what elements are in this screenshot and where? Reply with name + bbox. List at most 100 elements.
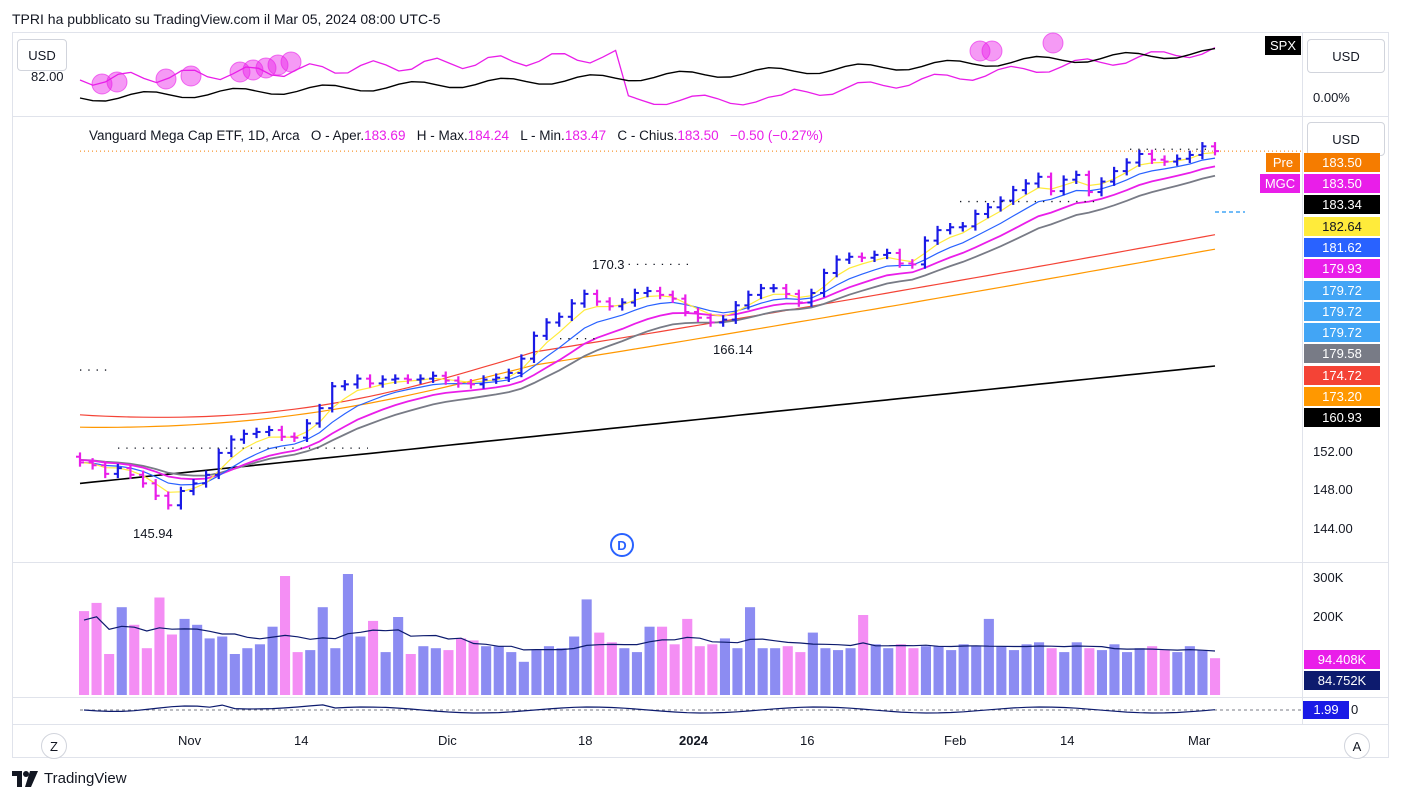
volume-bar (745, 607, 756, 695)
price-bar (151, 479, 160, 501)
volume-bar (996, 646, 1007, 695)
price-bar (832, 255, 841, 278)
price-bar (1147, 149, 1156, 164)
volume-bar (292, 652, 303, 695)
volume-bar (833, 650, 844, 695)
volume-bar (518, 661, 529, 695)
price-bar (1135, 149, 1144, 167)
volume-bar (807, 632, 818, 695)
signal-circle (242, 59, 264, 81)
price-bar (857, 252, 866, 263)
volume-bar (1071, 642, 1082, 695)
top-right-currency-button[interactable]: USD (1307, 39, 1385, 73)
pre-tag: Pre (1266, 153, 1300, 172)
price-bar (290, 432, 299, 442)
volume-bar (317, 607, 328, 695)
volume-bar (330, 648, 341, 695)
price-bar (277, 425, 286, 442)
volume-bar (418, 646, 429, 695)
price-bar (920, 236, 929, 269)
volume-bar (644, 626, 655, 695)
comparison-line-pct (79, 47, 1216, 106)
volume-bar (1197, 650, 1208, 695)
price-bar (706, 313, 715, 327)
signal-circle (1042, 32, 1064, 54)
symbol-legend: Vanguard Mega Cap ETF, 1D, Arca O - Aper… (89, 128, 823, 143)
price-bar (403, 374, 412, 384)
volume-bar (192, 624, 203, 695)
volume-bar (1122, 652, 1133, 695)
price-bar (176, 486, 185, 510)
price-label-lightblue: 179.72 (1304, 323, 1380, 342)
price-bar (908, 259, 917, 269)
ma-line-short-3 (79, 152, 1216, 493)
volume-bar (946, 650, 957, 695)
volume-bar (1008, 650, 1019, 695)
tradingview-logo[interactable]: TradingView (12, 770, 127, 787)
signal-circle (229, 61, 251, 83)
top-currency-button[interactable]: USD (17, 39, 67, 71)
price-bar (126, 463, 135, 480)
auto-scale-button[interactable]: A (1344, 733, 1370, 759)
volume-bar (631, 652, 642, 695)
zoom-button[interactable]: Z (41, 733, 67, 759)
volume-bar (732, 648, 743, 695)
price-bar (517, 354, 526, 378)
price-bar (454, 376, 463, 388)
volume-bar (393, 617, 404, 695)
price-bar (567, 299, 576, 322)
signal-circle (155, 68, 177, 90)
price-bar (101, 460, 110, 479)
price-bar (593, 289, 602, 306)
price-label-pre: 183.50 (1304, 153, 1380, 172)
volume-bar (217, 636, 228, 695)
volume-bar (958, 644, 969, 695)
volume-ma-line (83, 616, 1216, 652)
volume-bar (858, 615, 869, 695)
volume-bar (154, 597, 165, 695)
comparison-line-spx (79, 47, 1216, 102)
price-label-red: 174.72 (1304, 366, 1380, 385)
volume-bar (229, 654, 240, 695)
legend-o-value: 183.69 (364, 128, 406, 143)
annotation-high: 170.3 (592, 257, 625, 272)
price-bar (76, 452, 84, 467)
price-label-orange: 173.20 (1304, 387, 1380, 406)
price-bar (340, 380, 349, 391)
price-label-gray: 179.58 (1304, 344, 1380, 363)
volume-bar (895, 644, 906, 695)
volume-tick: 300K (1313, 570, 1344, 585)
volume-bar (719, 638, 730, 695)
dividend-marker[interactable]: D (610, 533, 634, 557)
price-axis-border (1302, 32, 1303, 724)
top-right-value: 0.00% (1313, 90, 1350, 105)
price-bar (492, 373, 501, 384)
volume-bar (267, 626, 278, 695)
price-bar (1021, 179, 1030, 195)
volume-bar (707, 644, 718, 695)
price-bar (1009, 185, 1018, 205)
price-bar (883, 248, 892, 260)
price-bar (958, 222, 967, 232)
price-bar (328, 381, 337, 413)
price-bar (618, 298, 627, 311)
main-currency-button[interactable]: USD (1307, 122, 1385, 156)
signal-circle (106, 71, 128, 93)
volume-bar (606, 642, 617, 695)
volume-bar (1034, 642, 1045, 695)
volume-bar (682, 618, 693, 695)
volume-bar (1109, 644, 1120, 695)
time-label: Nov (178, 733, 202, 748)
tradingview-logo-text: TradingView (44, 770, 127, 787)
price-tick: 152.00 (1313, 444, 1353, 459)
price-bar (820, 268, 829, 298)
indicator-value-label: 1.99 (1303, 701, 1349, 719)
price-bar (227, 435, 236, 458)
volume-bar (254, 644, 265, 695)
price-bar (984, 203, 992, 219)
volume-bar (368, 620, 379, 695)
price-bar (202, 470, 211, 488)
price-bar (366, 374, 375, 388)
price-bar (315, 403, 324, 428)
price-bar (164, 491, 173, 510)
